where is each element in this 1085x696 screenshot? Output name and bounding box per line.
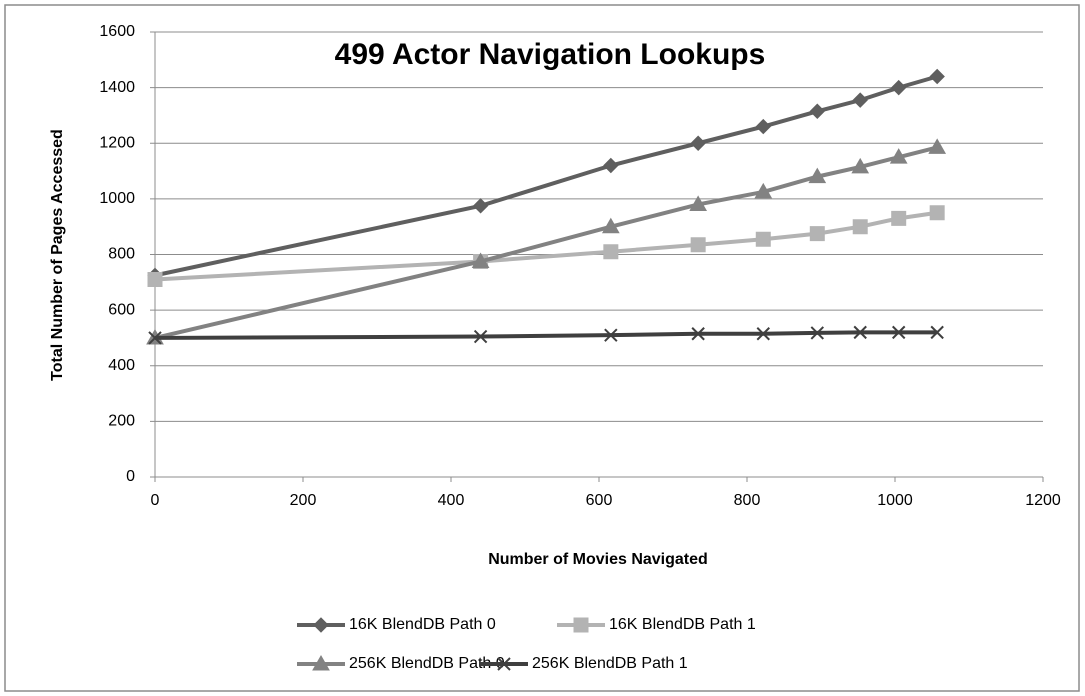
marker <box>890 79 907 96</box>
marker <box>756 327 770 341</box>
marker <box>852 219 868 235</box>
marker <box>889 148 908 164</box>
marker <box>808 167 827 184</box>
y-tick-label: 800 <box>108 246 135 263</box>
x-tick-label: 400 <box>438 492 465 509</box>
marker <box>690 237 706 253</box>
x-tick-label: 1000 <box>877 492 913 509</box>
x-tick-label: 1200 <box>1025 492 1061 509</box>
marker <box>809 226 825 242</box>
marker <box>755 118 771 135</box>
marker <box>497 657 511 671</box>
marker <box>852 92 868 108</box>
marker <box>754 182 773 199</box>
legend-label: 16K BlendDB Path 0 <box>349 616 496 633</box>
y-tick-label: 400 <box>108 357 135 374</box>
y-tick-label: 200 <box>108 413 135 430</box>
marker <box>809 103 826 119</box>
marker <box>851 157 870 174</box>
y-tick-label: 1600 <box>99 23 135 40</box>
chart-frame <box>4 4 1080 692</box>
legend-label: 16K BlendDB Path 1 <box>609 616 756 633</box>
marker <box>603 157 619 174</box>
x-tick-label: 600 <box>586 492 613 509</box>
marker <box>891 325 906 340</box>
y-tick-label: 600 <box>108 301 135 318</box>
marker <box>928 138 947 154</box>
x-tick-label: 800 <box>734 492 761 509</box>
x-axis-label: Number of Movies Navigated <box>488 551 708 568</box>
y-tick-label: 1000 <box>99 190 135 207</box>
marker <box>472 198 489 214</box>
legend-label: 256K BlendDB Path 1 <box>532 655 688 672</box>
marker <box>313 617 329 633</box>
marker <box>604 328 618 342</box>
legend-label: 256K BlendDB Path 0 <box>349 655 505 672</box>
chart-title: 499 Actor Navigation Lookups <box>335 38 766 71</box>
marker <box>691 327 705 341</box>
y-axis-label: Total Number of Pages Accessed <box>49 129 66 381</box>
marker <box>929 68 945 85</box>
marker <box>929 205 945 221</box>
x-tick-label: 200 <box>290 492 317 509</box>
marker <box>755 231 771 247</box>
y-tick-label: 1400 <box>99 79 135 96</box>
marker <box>891 210 907 226</box>
y-tick-label: 0 <box>126 468 135 485</box>
marker <box>473 329 488 344</box>
marker <box>573 617 589 633</box>
marker <box>690 135 706 151</box>
marker <box>312 654 330 671</box>
marker <box>603 244 619 260</box>
marker <box>471 252 490 268</box>
marker <box>689 195 708 211</box>
marker <box>930 325 944 340</box>
x-tick-label: 0 <box>151 492 160 509</box>
y-tick-label: 1200 <box>99 134 135 151</box>
marker <box>148 331 162 345</box>
marker <box>147 272 163 288</box>
marker <box>601 217 620 234</box>
marker <box>853 325 867 340</box>
marker <box>810 326 825 340</box>
